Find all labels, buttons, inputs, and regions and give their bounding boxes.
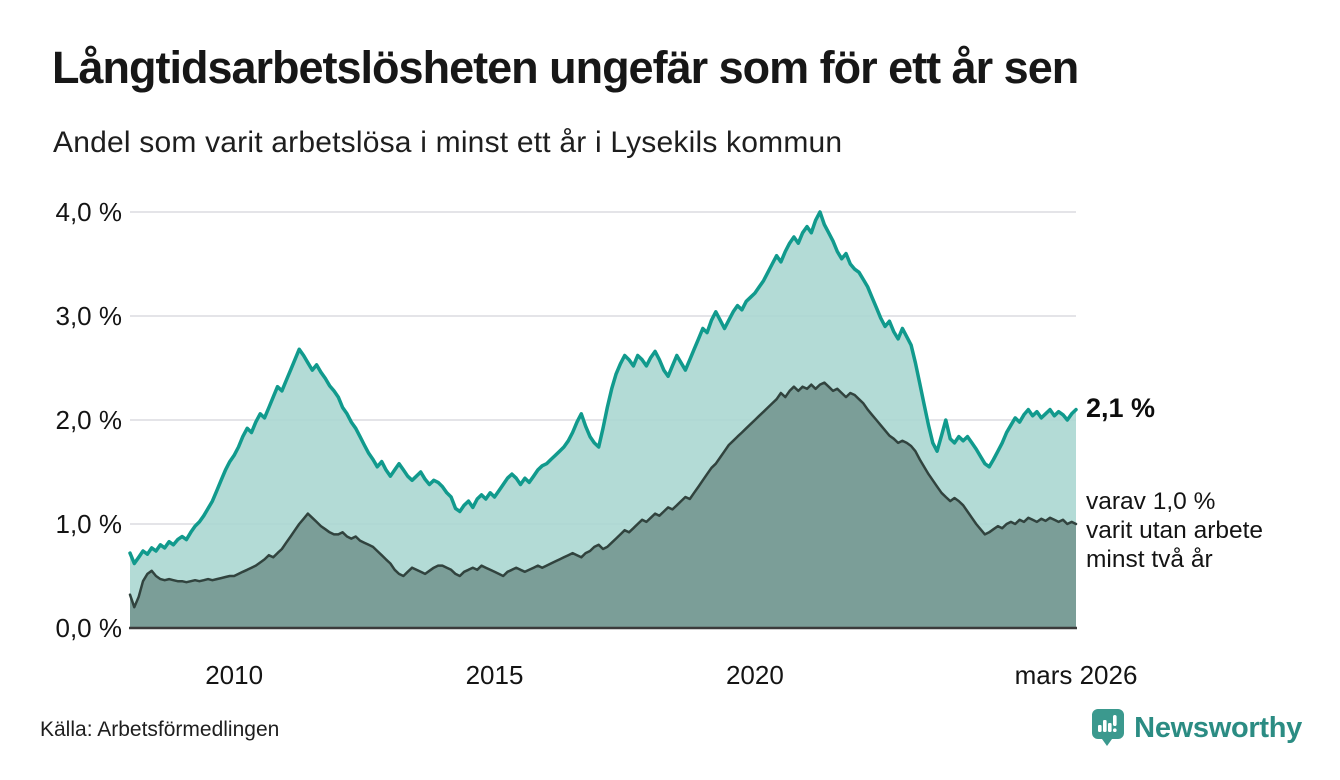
y-axis-tick-label: 3,0 % [55,301,123,331]
y-axis-tick-label: 1,0 % [55,509,123,539]
x-axis-tick-label: mars 2026 [1014,660,1138,690]
page-title: Långtidsarbetslösheten ungefär som för e… [52,42,1079,93]
secondary-annotation-line2: varit utan arbete [1086,517,1264,544]
x-axis-tick-label: 2020 [725,660,784,690]
page-subtitle: Andel som varit arbetslösa i minst ett å… [53,126,843,159]
secondary-annotation-line1: varav 1,0 % [1086,488,1216,515]
series-1-line [128,210,1078,566]
brand-name: Newsworthy [1134,711,1302,744]
secondary-annotation-line3: minst två år [1086,546,1213,573]
secondary-series-annotation: varav 1,0 % varit utan arbete minst två … [1086,487,1263,574]
y-axis-tick-label: 4,0 % [55,197,123,227]
y-axis-tick-label: 0,0 % [55,613,123,643]
newsworthy-icon [1092,709,1125,746]
latest-value-label: 2,1 % [1086,392,1156,423]
brand-logo: Newsworthy [1091,708,1302,748]
x-axis-tick-label: 2010 [205,660,264,690]
source-note: Källa: Arbetsförmedlingen [40,718,280,741]
y-axis-tick-label: 2,0 % [55,405,123,435]
series-2-line [128,381,1078,609]
x-axis-tick-label: 2015 [465,660,524,690]
series-2-area [130,382,1076,628]
